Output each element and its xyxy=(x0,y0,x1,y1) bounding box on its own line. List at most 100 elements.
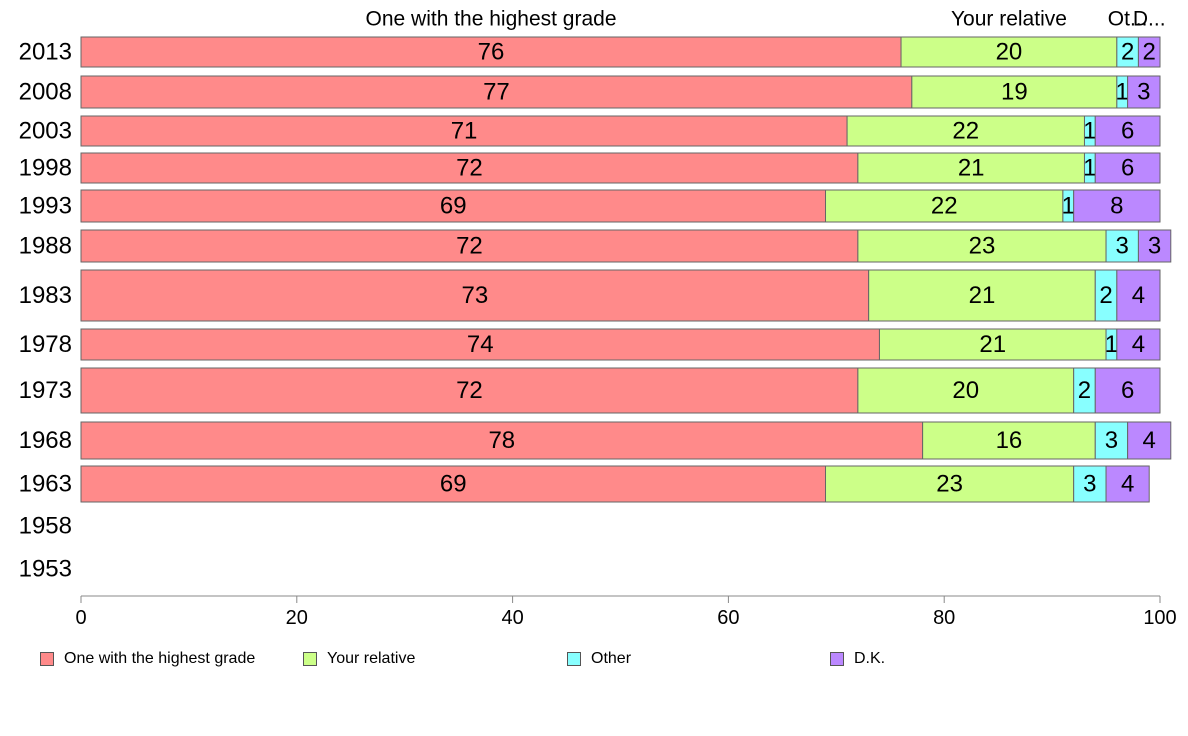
column-header: One with the highest grade xyxy=(366,8,617,31)
bar-segment xyxy=(1105,465,1150,503)
bar-segment xyxy=(825,189,1064,223)
year-label: 1998 xyxy=(19,155,72,182)
x-tick-label: 20 xyxy=(286,607,308,629)
data-label: 3 xyxy=(1148,233,1161,260)
year-label: 1973 xyxy=(19,377,72,404)
data-label: 16 xyxy=(996,427,1023,454)
legend-label: D.K. xyxy=(854,650,886,667)
x-tick-label: 40 xyxy=(501,607,523,629)
data-label: 3 xyxy=(1083,471,1096,498)
legend-item-other: Other xyxy=(567,650,631,668)
bar-segment xyxy=(1127,421,1172,460)
bar-segment xyxy=(1094,115,1161,147)
legend-label: Other xyxy=(591,650,632,667)
data-label: 2 xyxy=(1121,39,1134,66)
bar-segment xyxy=(825,465,1075,503)
year-label: 1983 xyxy=(19,282,72,309)
legend-label: One with the highest grade xyxy=(64,650,256,667)
bar-segment xyxy=(80,36,902,68)
bar-segment xyxy=(80,269,870,322)
data-label: 3 xyxy=(1137,79,1150,106)
bar-segment xyxy=(1094,152,1161,184)
x-tick-label: 80 xyxy=(933,607,955,629)
year-label: 1988 xyxy=(19,233,72,260)
data-label: 21 xyxy=(979,331,1006,358)
data-label: 4 xyxy=(1143,427,1156,454)
data-label: 2 xyxy=(1099,282,1112,309)
legend-swatch xyxy=(567,652,581,666)
legend-swatch xyxy=(303,652,317,666)
bar-segment xyxy=(80,367,859,414)
data-label: 72 xyxy=(456,155,483,182)
data-label: 6 xyxy=(1121,118,1134,145)
column-header: Your relative xyxy=(951,8,1067,31)
data-label: 69 xyxy=(440,193,467,220)
bar-segment xyxy=(80,189,827,223)
bar-segment xyxy=(80,115,848,147)
year-label: 1953 xyxy=(19,556,72,583)
bar-segment xyxy=(1127,75,1161,109)
bar-segment xyxy=(1105,229,1139,263)
data-label: 23 xyxy=(936,471,963,498)
column-header: D... xyxy=(1133,8,1166,31)
data-label: 2 xyxy=(1143,39,1156,66)
bar-segment xyxy=(846,115,1085,147)
bar-segment xyxy=(900,36,1118,68)
legend-label: Your relative xyxy=(327,650,416,667)
bar-segment xyxy=(1116,269,1161,322)
data-label: 21 xyxy=(969,282,996,309)
data-label: 22 xyxy=(931,193,958,220)
data-label: 4 xyxy=(1121,471,1134,498)
bar-segment xyxy=(80,328,880,361)
data-label: 2 xyxy=(1078,377,1091,404)
data-label: 72 xyxy=(456,377,483,404)
bar-segment xyxy=(1137,36,1161,68)
data-label: 3 xyxy=(1105,427,1118,454)
data-label: 1 xyxy=(1083,155,1096,182)
legend-swatch xyxy=(830,652,844,666)
data-label: 1 xyxy=(1083,118,1096,145)
data-label: 22 xyxy=(952,118,979,145)
bar-segment xyxy=(1116,328,1161,361)
x-tick-label: 100 xyxy=(1143,607,1176,629)
data-label: 20 xyxy=(952,377,979,404)
data-label: 1 xyxy=(1105,331,1118,358)
data-label: 76 xyxy=(478,39,505,66)
data-label: 71 xyxy=(451,118,478,145)
legend-swatch xyxy=(40,652,54,666)
data-label: 20 xyxy=(996,39,1023,66)
bar-segment xyxy=(1073,189,1161,223)
year-label: 1968 xyxy=(19,427,72,454)
data-label: 73 xyxy=(461,282,488,309)
year-label: 1958 xyxy=(19,513,72,540)
legend-item-your-relative: Your relative xyxy=(303,650,415,668)
x-tick-label: 0 xyxy=(75,607,86,629)
x-tick-label: 60 xyxy=(717,607,739,629)
data-label: 1 xyxy=(1116,79,1129,106)
data-label: 78 xyxy=(488,427,515,454)
data-label: 72 xyxy=(456,233,483,260)
data-label: 8 xyxy=(1110,193,1123,220)
bar-segment xyxy=(878,328,1107,361)
bar-segment xyxy=(922,421,1096,460)
legend: One with the highest grade Your relative… xyxy=(40,650,1160,672)
legend-item-dk: D.K. xyxy=(830,650,885,668)
year-label: 2013 xyxy=(19,39,72,66)
data-label: 77 xyxy=(483,79,510,106)
bar-segment xyxy=(857,152,1085,184)
data-label: 19 xyxy=(1001,79,1028,106)
bar-segment xyxy=(1137,229,1172,263)
bar-segment xyxy=(1094,367,1161,414)
year-label: 1978 xyxy=(19,331,72,358)
data-label: 6 xyxy=(1121,377,1134,404)
bar-segment xyxy=(857,229,1107,263)
year-label: 1993 xyxy=(19,193,72,220)
data-label: 23 xyxy=(969,233,996,260)
year-label: 2003 xyxy=(19,118,72,145)
legend-item-highest-grade: One with the highest grade xyxy=(40,650,255,668)
bar-segment xyxy=(911,75,1118,109)
bar-segment xyxy=(1073,465,1107,503)
data-label: 69 xyxy=(440,471,467,498)
column-header: Ot... xyxy=(1108,8,1148,31)
